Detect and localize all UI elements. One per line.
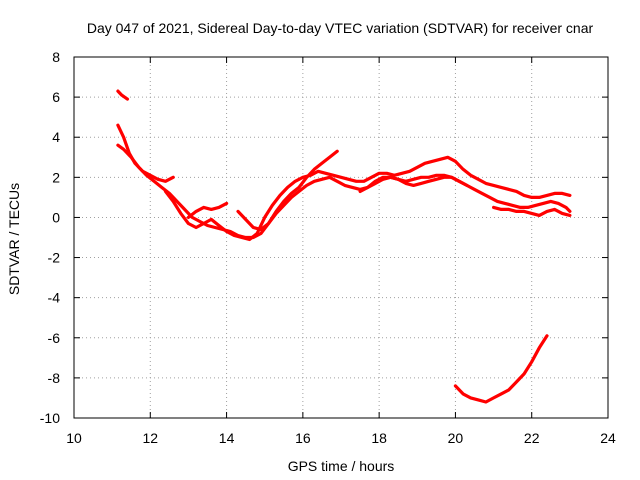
x-tick-label: 20 — [448, 430, 464, 446]
y-tick-label: 2 — [52, 169, 60, 185]
y-tick-label: 4 — [52, 129, 60, 145]
series-track-c — [116, 143, 339, 240]
x-axis-label: GPS time / hours — [288, 458, 395, 474]
y-tick-label: 8 — [52, 49, 60, 65]
x-tick-label: 10 — [66, 430, 82, 446]
series-track-a — [116, 89, 129, 101]
x-tick-label: 12 — [142, 430, 158, 446]
y-tick-label: -6 — [48, 330, 61, 346]
grid — [74, 57, 608, 418]
y-axis-label: SDTVAR / TECUs — [6, 183, 22, 295]
y-tick-label: -2 — [48, 250, 61, 266]
x-tick-label: 18 — [371, 430, 387, 446]
y-tick-label: -4 — [48, 290, 61, 306]
series-track-f — [236, 173, 572, 232]
y-tick-label: 6 — [52, 89, 60, 105]
x-tick-label: 16 — [295, 430, 311, 446]
series-track-d — [163, 155, 572, 242]
series-track-i — [453, 334, 549, 404]
y-tick-label: -8 — [48, 370, 61, 386]
x-tick-label: 14 — [219, 430, 235, 446]
series-track-h — [492, 205, 572, 217]
chart-title: Day 047 of 2021, Sidereal Day-to-day VTE… — [87, 20, 594, 36]
y-tick-label: 0 — [52, 209, 60, 225]
plot-frame — [73, 56, 609, 419]
x-tick-label: 24 — [600, 430, 616, 446]
series-track-g — [358, 175, 469, 193]
x-tick-label: 22 — [524, 430, 540, 446]
y-tick-label: -10 — [40, 410, 60, 426]
series-layer — [116, 89, 572, 404]
series-track-e — [186, 201, 229, 219]
